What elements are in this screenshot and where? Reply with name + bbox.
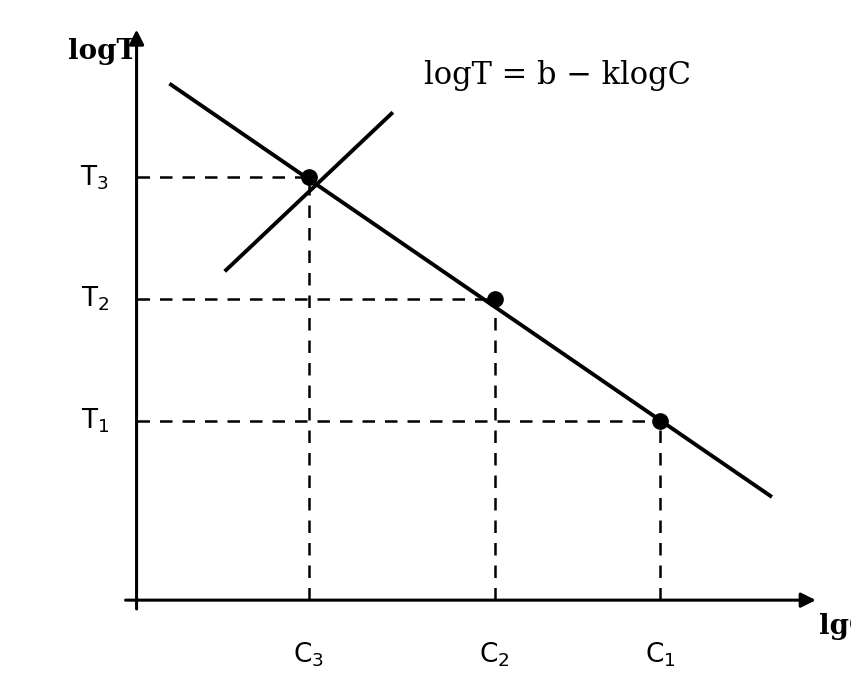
Text: logT: logT bbox=[68, 38, 137, 65]
Text: T$_1$: T$_1$ bbox=[81, 406, 109, 435]
Text: C$_2$: C$_2$ bbox=[479, 641, 510, 669]
Text: lgC: lgC bbox=[819, 613, 851, 640]
Text: C$_1$: C$_1$ bbox=[645, 641, 676, 669]
Text: T$_2$: T$_2$ bbox=[81, 284, 109, 313]
Text: C$_3$: C$_3$ bbox=[294, 641, 324, 669]
Text: logT = b − klogC: logT = b − klogC bbox=[425, 60, 691, 91]
Text: T$_3$: T$_3$ bbox=[80, 163, 109, 192]
